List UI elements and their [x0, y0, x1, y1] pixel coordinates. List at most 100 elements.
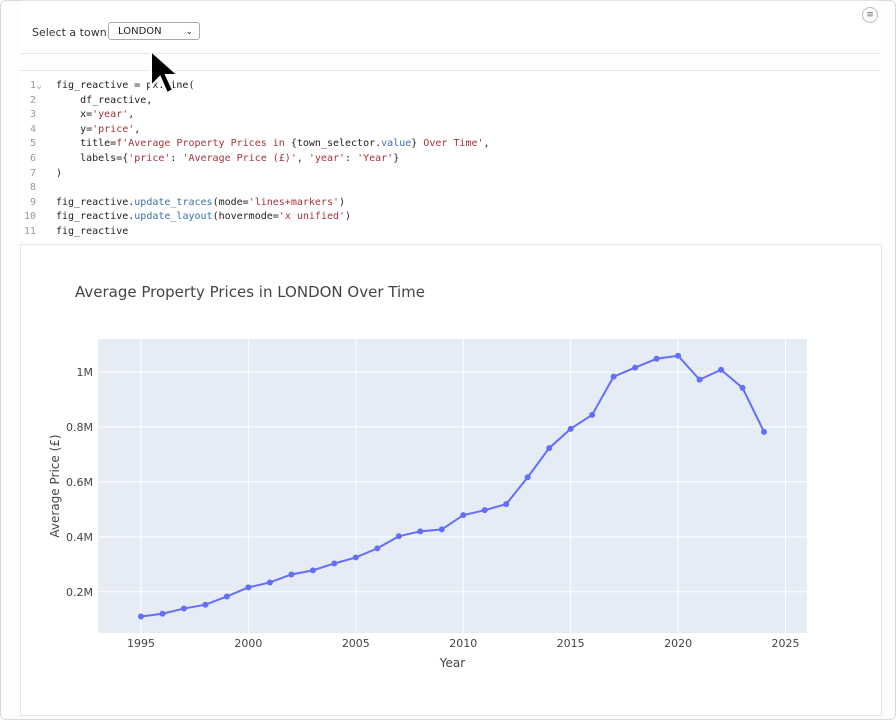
data-point — [309, 567, 316, 574]
x-tick-label: 2005 — [342, 637, 370, 650]
code-token: df_reactive, — [56, 94, 153, 106]
y-tick-label: 1M — [77, 366, 94, 379]
code-token: ) — [56, 167, 63, 179]
series-line — [140, 354, 765, 618]
data-point — [417, 528, 424, 535]
data-point — [696, 376, 703, 383]
line-number: 9 — [29, 196, 42, 208]
code-token: ) — [339, 196, 346, 208]
code-token: {town_selector. — [290, 138, 382, 150]
code-token: 'price' — [128, 153, 171, 164]
code-line: 2 df_reactive, — [20, 95, 152, 110]
data-point — [718, 366, 725, 373]
data-point — [374, 545, 381, 552]
code-token: , — [296, 153, 309, 164]
code-token: (mode= — [212, 196, 249, 208]
line-number: 5 — [29, 138, 42, 150]
line-chart[interactable]: 0.2M 0.4M 0.6M 0.8M 1M 1995 2000 2005 2010 2015 20… — [21, 245, 881, 715]
code-line: 11 fig_reactive — [20, 226, 128, 241]
code-token: labels={ — [56, 153, 129, 164]
code-token: 'year' — [92, 109, 129, 121]
code-token: 'year' — [308, 153, 346, 164]
y-tick-label: 0.6M — [66, 476, 93, 489]
line-number: 3 — [29, 109, 42, 121]
y-tick-label: 0.4M — [66, 531, 93, 544]
code-token: 'price' — [92, 123, 135, 135]
data-point — [739, 384, 746, 391]
data-point — [137, 613, 144, 620]
x-tick-label: 2025 — [772, 637, 800, 650]
data-point — [202, 601, 209, 608]
code-token: update_traces — [134, 196, 213, 208]
chart-title: Average Property Prices in LONDON Over T… — [75, 283, 425, 301]
code-token: : — [345, 153, 358, 164]
chart-output: 0.2M 0.4M 0.6M 0.8M 1M 1995 2000 2005 2010 2015 20… — [20, 244, 882, 716]
data-point — [546, 445, 553, 452]
code-token: y= — [56, 123, 93, 135]
code-token: fig_reactive. — [56, 211, 135, 223]
line-number: 8 — [29, 182, 42, 194]
data-point — [180, 605, 187, 612]
x-tick-label: 2000 — [234, 637, 262, 650]
code-token: , — [483, 138, 490, 150]
code-token: value — [381, 138, 412, 150]
data-point — [761, 428, 768, 435]
town-select[interactable]: LONDON ⌄ — [108, 22, 200, 40]
data-point — [653, 355, 660, 362]
data-point — [331, 560, 338, 567]
data-point — [567, 425, 574, 432]
code-token: , — [134, 123, 141, 135]
x-axis-title: Year — [439, 656, 465, 670]
x-tick-label: 2020 — [664, 637, 692, 650]
code-token: } — [411, 138, 424, 150]
line-number: 10 — [23, 211, 42, 223]
data-point — [266, 579, 273, 586]
data-point — [481, 507, 488, 514]
x-tick-label: 1995 — [127, 637, 155, 650]
code-token: title= — [56, 138, 117, 150]
y-tick-label: 0.2M — [66, 586, 93, 599]
y-axis-title: Average Price (£) — [48, 434, 62, 537]
cell-menu-icon[interactable]: ≡ — [862, 7, 878, 23]
code-token: update_layout — [134, 211, 213, 223]
widget-cell: Select a town: LONDON ⌄ ≡ — [20, 0, 880, 54]
code-token: ) — [345, 211, 352, 223]
code-token: Over Time' — [423, 138, 484, 150]
data-point — [675, 352, 682, 359]
mouse-cursor-icon — [150, 48, 178, 95]
code-token: (hovermode= — [212, 211, 279, 223]
data-point — [610, 373, 617, 380]
line-number: 7 — [29, 167, 42, 179]
y-tick-label: 0.8M — [66, 421, 93, 434]
code-line: 10 fig_reactive.update_layout(hovermode=… — [20, 211, 351, 226]
data-point — [395, 533, 402, 540]
data-point — [460, 512, 467, 519]
data-point — [223, 593, 230, 600]
code-line: 4 y='price', — [20, 124, 140, 139]
plot-background — [98, 339, 807, 633]
code-line: 8 — [20, 182, 56, 197]
line-number: 2 — [29, 94, 42, 106]
code-line: 3 x='year', — [20, 109, 134, 124]
code-token: fig_reactive. — [56, 196, 135, 208]
code-line: 6 labels={'price': 'Average Price (£)', … — [20, 153, 399, 168]
data-point — [503, 501, 510, 508]
code-line: 7 ) — [20, 168, 62, 183]
town-select-label: Select a town: — [32, 26, 111, 39]
chevron-down-icon: ⌄ — [185, 27, 193, 37]
code-token: 'x unified' — [278, 211, 346, 223]
code-token: x= — [56, 109, 93, 121]
code-line: 5 title=f'Average Property Prices in {to… — [20, 138, 490, 153]
code-cell[interactable]: 1⌄ fig_reactive = px.line(2 df_reactive, 3… — [20, 70, 880, 241]
line-number: 6 — [29, 153, 42, 164]
data-point — [288, 571, 295, 578]
data-point — [352, 554, 359, 561]
x-tick-label: 2015 — [557, 637, 585, 650]
data-point — [159, 610, 166, 617]
data-point — [524, 474, 531, 481]
code-token: 'Average Price (£)' — [182, 153, 297, 164]
town-select-value: LONDON — [118, 26, 162, 37]
code-token: 'lines+markers' — [248, 196, 339, 208]
data-point — [632, 364, 639, 371]
line-number: 11 — [23, 226, 42, 237]
